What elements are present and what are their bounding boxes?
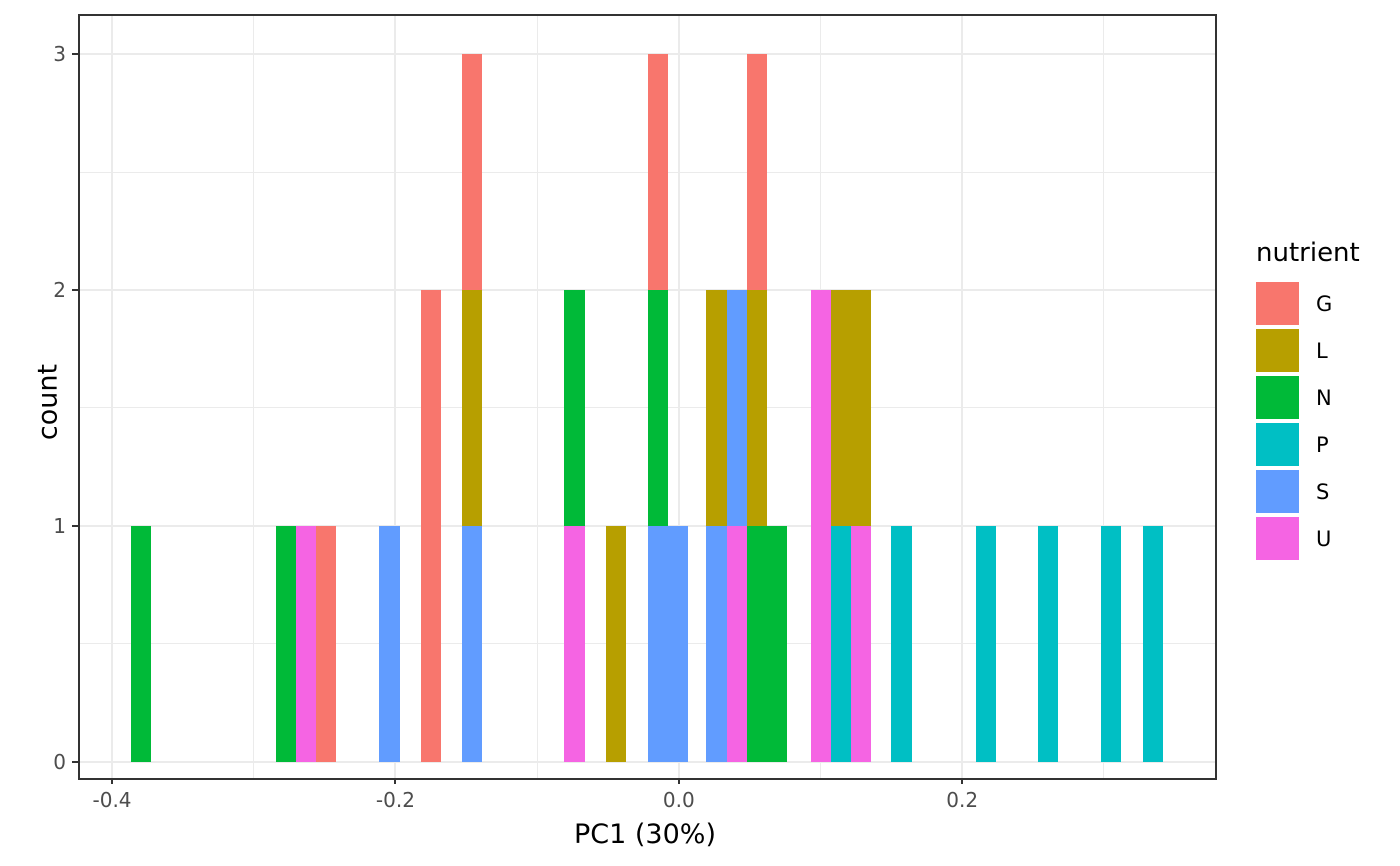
histogram-bar-segment-S [668,525,689,762]
histogram-bar-segment-N [746,525,767,762]
x-tick-label: -0.2 [375,788,415,812]
plot-panel [78,14,1217,780]
x-axis-title: PC1 (30%) [574,819,716,850]
histogram-bar-segment-U [726,525,747,762]
x-tick-mark [111,778,114,784]
histogram-bar-segment-G [420,290,441,762]
histogram-bar-segment-N [647,290,669,526]
y-tick-label: 2 [53,278,66,303]
y-major-gridline [80,524,1215,527]
histogram-bar-segment-P [891,525,912,762]
legend-item-L: L [1256,329,1360,372]
histogram-bar-segment-U [851,525,872,762]
histogram-bar-segment-G [316,525,337,762]
legend-item-S: S [1256,470,1360,513]
legend-swatch-S [1256,470,1299,513]
legend-item-label: N [1316,385,1332,410]
y-tick-mark [72,53,78,56]
histogram-bar-segment-S [706,525,727,762]
legend-swatch-U [1256,517,1299,560]
histogram-bar-segment-S [647,525,669,762]
legend-item-label: L [1316,338,1328,363]
x-major-gridline [961,16,964,778]
legend-item-P: P [1256,423,1360,466]
x-minor-gridline [536,16,538,778]
y-minor-gridline [80,407,1215,409]
x-major-gridline [394,16,397,778]
histogram-bar-segment-L [851,290,872,526]
x-tick-label: 0.2 [946,788,979,812]
y-tick-label: 0 [53,749,66,774]
y-tick-label: 1 [53,513,66,538]
y-tick-mark [72,289,78,292]
histogram-bar-segment-L [605,525,626,762]
legend-swatch-G [1256,282,1299,325]
x-minor-gridline [1103,16,1105,778]
y-tick-mark [72,524,78,527]
histogram-bar-segment-G [461,54,483,291]
legend-item-G: G [1256,282,1360,325]
histogram-bar-segment-L [461,290,483,526]
histogram-bar-segment-N [766,525,787,762]
histogram-bar-segment-G [647,54,669,291]
histogram-bar-segment-S [726,290,747,526]
histogram-bar-segment-N [564,290,585,526]
histogram-bar-segment-U [564,525,585,762]
histogram-bar-segment-S [379,525,400,762]
x-major-gridline [111,16,114,778]
histogram-bar-segment-P [976,525,997,762]
x-tick-label: 0.0 [662,788,695,812]
y-minor-gridline [80,171,1215,173]
legend-swatch-P [1256,423,1299,466]
histogram-bar-segment-L [706,290,727,526]
y-tick-label: 3 [53,42,66,67]
legend-item-label: U [1316,526,1332,551]
histogram-bar-segment-P [1143,525,1164,762]
x-tick-mark [677,778,680,784]
histogram-bar-segment-L [831,290,852,526]
histogram-bar-segment-U [810,290,832,762]
histogram-bar-segment-L [746,290,767,526]
histogram-bar-segment-N [130,525,151,762]
legend-title: nutrient [1256,238,1360,268]
x-tick-mark [394,778,397,784]
y-tick-mark [72,760,78,763]
legend-item-U: U [1256,517,1360,560]
legend-swatch-L [1256,329,1299,372]
x-tick-mark [961,778,964,784]
legend-item-label: P [1316,432,1329,457]
histogram-bar-segment-P [1100,525,1122,762]
legend-item-N: N [1256,376,1360,419]
histogram-bar-segment-P [1038,525,1059,762]
histogram-bar-segment-G [746,54,767,291]
legend-item-label: G [1316,291,1333,316]
histogram-bar-segment-S [461,525,483,762]
y-axis-title: count [32,363,64,441]
y-major-gridline [80,289,1215,292]
legend-item-label: S [1316,479,1330,504]
y-minor-gridline [80,643,1215,645]
legend-swatch-N [1256,376,1299,419]
histogram-bar-segment-P [831,525,852,762]
histogram-bar-segment-N [275,525,296,762]
x-tick-label: -0.4 [92,788,132,812]
x-major-gridline [677,16,680,778]
x-minor-gridline [253,16,255,778]
y-major-gridline [80,53,1215,56]
histogram-bar-segment-U [295,525,316,762]
y-major-gridline [80,760,1215,763]
